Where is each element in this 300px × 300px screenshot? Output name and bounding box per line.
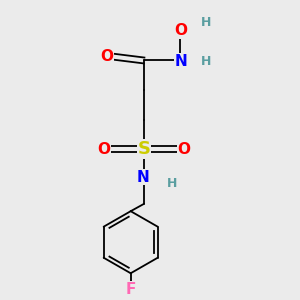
Text: O: O bbox=[178, 142, 191, 157]
Text: N: N bbox=[175, 54, 188, 69]
Text: H: H bbox=[201, 16, 212, 28]
Text: O: O bbox=[100, 49, 113, 64]
Text: O: O bbox=[98, 142, 110, 157]
Text: O: O bbox=[175, 23, 188, 38]
Text: N: N bbox=[137, 170, 150, 185]
Text: F: F bbox=[125, 282, 136, 297]
Text: H: H bbox=[167, 177, 178, 190]
Text: S: S bbox=[138, 140, 151, 158]
Text: H: H bbox=[201, 55, 212, 68]
